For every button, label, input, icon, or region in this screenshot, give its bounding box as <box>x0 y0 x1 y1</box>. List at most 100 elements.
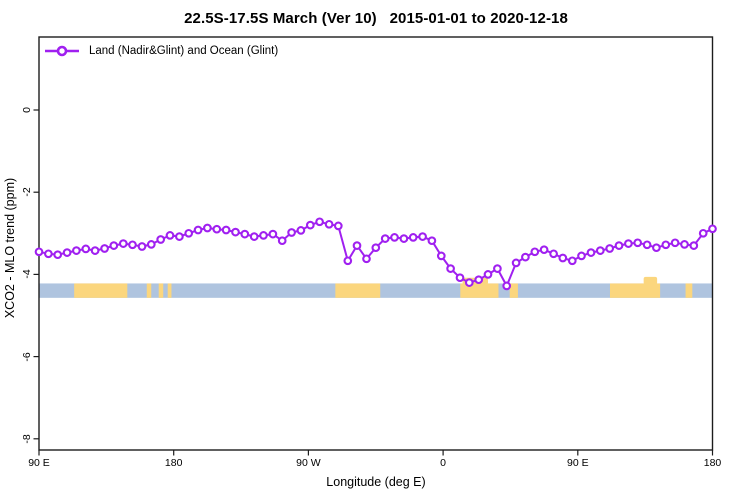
data-point <box>446 264 455 273</box>
data-point <box>287 228 296 237</box>
series-line <box>38 220 713 287</box>
data-point <box>128 240 137 250</box>
data-point <box>62 248 72 257</box>
land-segment <box>685 283 693 298</box>
data-point <box>586 248 596 257</box>
land-segment <box>167 283 172 298</box>
data-point <box>680 240 689 249</box>
y-axis-title: XCO2 - MLO trend (ppm) <box>3 177 17 319</box>
data-point <box>34 247 44 257</box>
data-point <box>577 251 586 261</box>
land-segment <box>74 283 128 298</box>
data-point <box>670 238 680 248</box>
data-point <box>558 253 568 263</box>
data-point <box>661 240 671 250</box>
land-segment <box>335 283 381 298</box>
data-point <box>277 236 287 246</box>
data-point <box>689 241 699 250</box>
data-point <box>362 254 371 264</box>
data-point <box>408 233 418 242</box>
data-point <box>511 258 521 268</box>
data-point <box>530 247 540 257</box>
chart-title: 22.5S-17.5S March (Ver 10) 2015-01-01 to… <box>184 10 568 27</box>
data-point <box>464 278 474 287</box>
data-point <box>624 239 633 248</box>
data-point <box>614 241 624 250</box>
data-point <box>698 228 708 238</box>
data-point <box>483 270 493 279</box>
data-point <box>118 239 128 248</box>
data-point <box>539 245 549 255</box>
data-point <box>249 232 259 241</box>
data-point <box>418 232 427 241</box>
legend-label: Land (Nadir&Glint) and Ocean (Glint) <box>89 45 279 57</box>
data-point <box>399 234 409 243</box>
y-tick-label: -4 <box>21 269 33 280</box>
data-point <box>156 235 166 244</box>
data-point <box>642 240 652 250</box>
data-point <box>100 244 109 253</box>
data-point <box>436 251 446 261</box>
data-point <box>371 243 381 253</box>
y-tick-label: -2 <box>21 187 33 197</box>
data-point <box>333 221 343 231</box>
data-point <box>72 246 81 255</box>
data-point <box>352 241 362 250</box>
data-point <box>605 244 615 253</box>
x-tick-label: 0 <box>440 457 447 469</box>
data-point <box>90 246 100 255</box>
legend-marker-icon <box>45 45 79 57</box>
data-point <box>324 219 334 229</box>
data-point <box>221 225 231 235</box>
land-segment <box>146 283 152 298</box>
data-point <box>427 236 437 246</box>
data-point <box>165 231 175 240</box>
data-point <box>268 229 278 239</box>
data-point <box>455 273 465 283</box>
data-point <box>549 249 558 259</box>
x-tick-label: 90 E <box>28 457 50 469</box>
data-point <box>633 238 643 248</box>
plot-frame <box>38 36 714 451</box>
land-bump <box>643 276 658 285</box>
land-segment <box>460 283 499 298</box>
data-point <box>44 249 53 259</box>
data-point <box>175 232 184 241</box>
data-point <box>53 250 63 260</box>
data-point <box>240 229 250 239</box>
data-point <box>81 244 91 254</box>
data-point <box>380 234 390 243</box>
y-tick-label: 0 <box>21 107 33 113</box>
land-segment <box>509 283 518 298</box>
data-point <box>109 241 119 250</box>
land-segment <box>158 283 164 298</box>
data-point <box>474 275 484 285</box>
data-point <box>502 281 512 291</box>
data-point <box>259 231 268 240</box>
y-tick-label: -8 <box>21 434 33 444</box>
data-point <box>595 246 605 255</box>
legend: Land (Nadir&Glint) and Ocean (Glint) <box>44 44 278 58</box>
data-point <box>390 233 399 242</box>
data-point <box>137 242 147 251</box>
data-point <box>296 226 306 235</box>
x-tick-label: 180 <box>703 457 722 469</box>
data-point <box>231 227 240 237</box>
data-point <box>652 243 661 253</box>
data-point <box>184 228 194 238</box>
data-point <box>193 225 203 235</box>
data-point <box>343 256 353 266</box>
x-tick-label: 90 E <box>566 457 589 469</box>
data-point <box>708 224 717 234</box>
data-point <box>493 264 502 273</box>
data-point <box>521 252 530 262</box>
land-segment <box>609 283 661 298</box>
y-tick-label: -6 <box>21 351 33 362</box>
data-point <box>212 224 222 234</box>
x-tick-label: 180 <box>164 457 183 469</box>
data-point <box>567 256 577 266</box>
data-point <box>315 217 324 227</box>
data-point <box>305 220 315 230</box>
